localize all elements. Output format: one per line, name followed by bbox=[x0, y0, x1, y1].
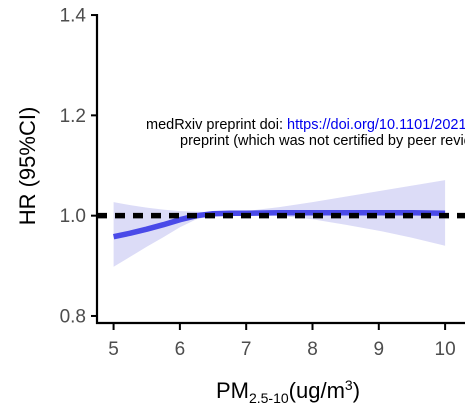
x-tick-label: 9 bbox=[374, 339, 385, 360]
y-tick-label: 1.0 bbox=[60, 206, 86, 227]
x-tick-label: 8 bbox=[307, 339, 318, 360]
confidence-band bbox=[113, 180, 446, 267]
x-axis-title: PM2.5-10(ug/m3) bbox=[216, 377, 360, 406]
y-ticks: 0.8 1.0 1.2 1.4 bbox=[60, 6, 97, 327]
x-ticks: 5 6 7 8 9 10 bbox=[108, 323, 456, 360]
y-tick-label: 0.8 bbox=[60, 306, 86, 327]
confidence-band-layer bbox=[113, 180, 446, 267]
x-tick-label: 5 bbox=[108, 339, 119, 360]
watermark-line-1: medRxiv preprint doi: https://doi.org/10… bbox=[146, 117, 465, 133]
x-tick-label: 6 bbox=[175, 339, 186, 360]
x-tick-label: 10 bbox=[435, 339, 456, 360]
watermark-line-2: preprint (which was not certified by pee… bbox=[180, 133, 465, 149]
x-axis-title-superscript: 3 bbox=[345, 377, 353, 393]
y-tick-label: 1.4 bbox=[60, 6, 87, 27]
y-axis-title: HR (95%CI) bbox=[15, 107, 40, 226]
x-axis-title-subscript: 2.5-10 bbox=[249, 390, 289, 406]
y-tick-label: 1.2 bbox=[60, 106, 86, 127]
axes bbox=[95, 14, 465, 325]
x-tick-label: 7 bbox=[241, 339, 252, 360]
watermark-doi-link[interactable]: https://doi.org/10.1101/2021.04.25.21256… bbox=[287, 117, 465, 133]
